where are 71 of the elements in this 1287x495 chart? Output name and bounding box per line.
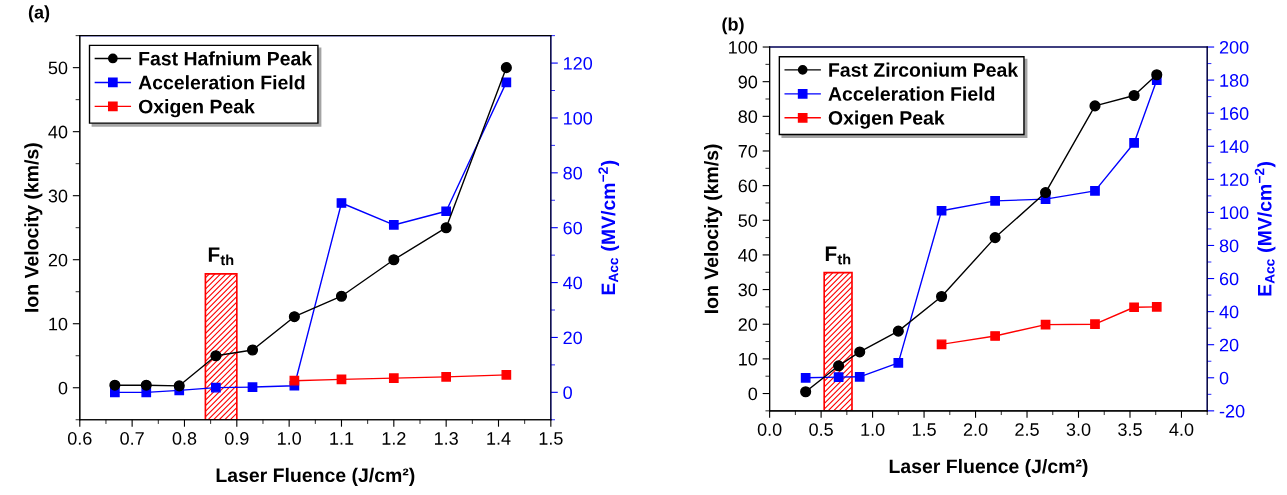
x-tick-label: 0.0 — [757, 423, 782, 436]
y2-tick-label: 180 — [1220, 74, 1249, 87]
y-tick-label: 10 — [739, 352, 758, 366]
chart-title: (b) — [722, 17, 744, 35]
y2-tick-label: 140 — [1220, 140, 1249, 153]
y2-tick-label: 60 — [563, 221, 583, 235]
y-tick-label: 100 — [729, 40, 758, 54]
y2-axis-title: E$_{Acc}$ (MV/cm$^{−2}$) — [598, 160, 620, 295]
y2-tick-label: 20 — [563, 331, 583, 345]
x-tick-label: 0.8 — [172, 432, 197, 445]
y-tick-label: 80 — [738, 110, 758, 124]
y2-tick-label: 40 — [563, 276, 583, 290]
legend-label: Oxigen Peak — [138, 99, 255, 118]
y-axis-title: Ion Velocity (km/s) — [24, 143, 43, 312]
x-tick-label: 1.3 — [434, 432, 458, 445]
band-label: F$_{th}$ — [825, 246, 851, 265]
band-label: F$_{th}$ — [208, 247, 234, 266]
x-tick-label: 1.2 — [382, 432, 406, 445]
legend-label: Fast Hafnium Peak — [139, 51, 313, 66]
x-tick-label: 1.5 — [912, 423, 936, 436]
y2-tick-label: 0 — [563, 386, 572, 400]
y-tick-label: 0 — [58, 381, 68, 395]
legend-label: Oxigen Peak — [828, 110, 945, 129]
x-tick-label: 0.7 — [120, 432, 144, 445]
y2-tick-label: 160 — [1220, 107, 1249, 120]
y2-tick-label: 120 — [564, 57, 593, 70]
x-tick-label: 2.0 — [963, 423, 988, 436]
y-tick-label: 20 — [738, 318, 758, 331]
x-tick-label: 0.5 — [809, 423, 833, 436]
y-tick-label: 60 — [738, 179, 758, 193]
y-tick-label: 40 — [738, 248, 758, 262]
y-tick-label: 20 — [48, 253, 68, 267]
x-tick-label: 1.4 — [487, 432, 511, 445]
y-tick-label: 10 — [49, 317, 68, 331]
y-tick-label: 30 — [738, 283, 758, 297]
y-tick-label: 30 — [48, 189, 68, 203]
x-tick-label: 3.5 — [1118, 423, 1142, 436]
y2-axis-title: E$_{Acc}$ (MV/cm$^{−2}$) — [1254, 161, 1276, 296]
y2-tick-label: 40 — [1219, 305, 1239, 319]
y2-tick-label: 100 — [1220, 206, 1249, 220]
y2-tick-label: 100 — [564, 111, 593, 125]
x-tick-label: 1.0 — [861, 423, 885, 436]
y-tick-label: 90 — [738, 75, 758, 89]
y2-tick-label: 20 — [1219, 338, 1239, 352]
x-tick-label: 0.6 — [67, 432, 92, 445]
y-tick-label: 70 — [738, 144, 758, 158]
y2-tick-label: 60 — [1219, 272, 1239, 286]
chart-title: (a) — [28, 5, 50, 23]
y2-tick-label: 80 — [1219, 239, 1239, 253]
y-tick-label: 0 — [748, 387, 758, 401]
y-axis-title: Ion Velocity (km/s) — [704, 144, 723, 313]
x-tick-label: 3.0 — [1066, 423, 1091, 436]
legend-label: Acceleration Field — [138, 75, 305, 90]
x-tick-label: 0.9 — [224, 432, 249, 445]
y2-tick-label: 0 — [1219, 371, 1229, 385]
x-tick-label: 4.0 — [1169, 423, 1194, 436]
y-tick-label: 50 — [48, 61, 68, 75]
x-tick-label: 1.1 — [330, 432, 354, 445]
x-tick-label: 1.5 — [539, 432, 563, 445]
y2-tick-label: 120 — [1220, 173, 1249, 187]
y-tick-label: 40 — [48, 125, 68, 139]
y2-tick-label: -20 — [1219, 404, 1245, 418]
y2-tick-label: 80 — [563, 166, 583, 180]
x-axis-title: Laser Fluence (J/cm²) — [889, 458, 1088, 478]
x-axis-title: Laser Fluence (J/cm²) — [216, 467, 415, 486]
x-tick-label: 1.0 — [277, 432, 301, 445]
x-tick-label: 2.5 — [1015, 423, 1039, 436]
y2-tick-label: 200 — [1219, 40, 1249, 54]
legend-label: Acceleration Field — [828, 86, 995, 101]
legend-label: Fast Zirconium Peak — [829, 62, 1019, 77]
y-tick-label: 50 — [738, 214, 758, 227]
